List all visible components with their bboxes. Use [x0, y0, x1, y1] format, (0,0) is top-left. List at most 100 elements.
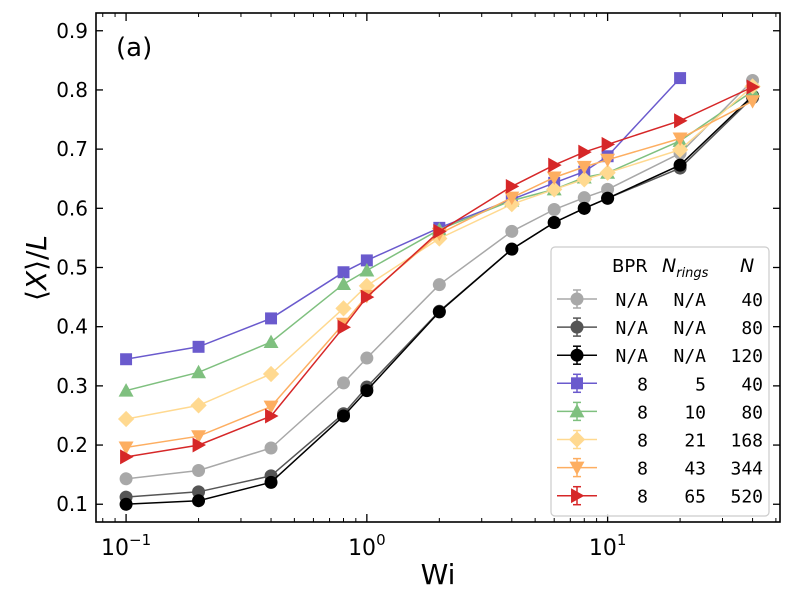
data-point: [599, 164, 616, 181]
y-axis-label-var: X: [20, 270, 53, 292]
data-point: [263, 334, 279, 349]
y-axis-label: ⟨X⟩/L: [20, 235, 53, 301]
data-point: [547, 216, 561, 230]
legend-marker: [569, 403, 585, 418]
legend-n: 120: [730, 346, 763, 367]
data-point: [577, 191, 591, 205]
series-7: [120, 79, 761, 465]
y-axis-label-open: ⟨: [20, 290, 53, 301]
data-point: [190, 397, 207, 414]
data-point: [337, 319, 351, 335]
data-point: [192, 464, 206, 478]
data-point: [359, 262, 375, 277]
series-line: [125, 86, 753, 458]
legend-nrings: 10: [684, 402, 706, 423]
data-point: [358, 277, 375, 294]
plot-area: 0.1 0.2 0.3 0.4 0.5 0.6 0.7 0.8 0.9 10−1 100 101: [56, 12, 781, 561]
y-axis-label-len: L: [20, 235, 53, 251]
legend-header-nrings-base: N: [662, 255, 676, 277]
legend-bpr: 8: [637, 487, 648, 508]
legend-bpr: N/A: [615, 318, 648, 339]
data-point: [505, 178, 520, 194]
legend-marker: [570, 348, 584, 362]
legend-nrings: N/A: [673, 318, 706, 339]
legend-n: 520: [730, 487, 763, 508]
legend-bpr: 8: [637, 374, 648, 395]
legend-entry: 8 65 520: [557, 485, 763, 508]
data-point: [578, 144, 592, 160]
legend-n: 40: [741, 290, 763, 311]
data-point: [119, 472, 133, 486]
series-2: [119, 89, 760, 511]
legend-rows: N/A N/A 40 N/A N/A 80 N/A N/A 120 8 5 40 8 10 80 8 21 168…: [557, 289, 763, 508]
data-point: [337, 376, 351, 390]
data-point: [577, 201, 591, 215]
data-point: [337, 409, 351, 423]
y-tick-label: 0.9: [56, 19, 88, 43]
series-line: [125, 85, 754, 420]
legend-header-nrings-sub: rings: [676, 266, 708, 281]
data-point: [546, 181, 563, 198]
data-point: [671, 141, 689, 158]
series-layer: [117, 72, 761, 511]
data-point: [118, 383, 134, 397]
data-point: [192, 494, 206, 508]
series-line: [125, 100, 753, 449]
data-point: [674, 113, 688, 129]
data-point: [672, 132, 688, 146]
x-axis-label: Wi: [421, 558, 456, 591]
data-point: [118, 441, 134, 455]
data-point: [264, 441, 278, 455]
legend-bpr: N/A: [615, 290, 648, 311]
y-tick-label: 0.8: [56, 78, 88, 102]
data-point: [337, 266, 350, 279]
legend-header-bpr: BPR: [612, 256, 648, 277]
legend-nrings: 65: [684, 487, 706, 508]
data-point: [433, 223, 447, 239]
data-point: [548, 157, 562, 173]
data-point: [601, 136, 616, 152]
data-point: [432, 305, 446, 319]
legend-marker: [568, 431, 586, 448]
data-point: [576, 160, 592, 175]
data-point: [746, 79, 761, 95]
legend-n: 40: [741, 374, 763, 395]
data-point: [119, 497, 133, 511]
data-point: [265, 312, 278, 325]
data-point: [505, 224, 519, 238]
legend-nrings: 43: [684, 459, 706, 480]
data-point: [264, 475, 278, 489]
data-point: [265, 408, 279, 424]
legend-entry: 8 10 80: [557, 401, 763, 423]
data-point: [263, 400, 279, 415]
data-point: [336, 276, 351, 291]
legend-entry: N/A N/A 40: [557, 289, 763, 311]
legend-marker: [571, 377, 583, 390]
data-point: [120, 449, 134, 465]
y-tick-label: 0.3: [56, 374, 88, 398]
legend-marker: [570, 320, 584, 334]
legend-entry: N/A N/A 120: [557, 345, 763, 367]
legend-marker: [571, 488, 585, 504]
data-point: [504, 191, 520, 206]
data-point: [360, 351, 374, 365]
y-tick-label: 0.7: [56, 137, 88, 161]
legend-header-n: N: [740, 255, 754, 277]
data-point: [547, 202, 561, 216]
legend-bpr: 8: [637, 431, 648, 452]
legend-n: 344: [730, 459, 763, 480]
data-point: [600, 153, 616, 168]
data-point: [192, 340, 205, 353]
data-point: [191, 364, 207, 379]
legend-n: 80: [741, 402, 763, 423]
y-tick-label: 0.2: [56, 433, 88, 457]
data-point: [191, 430, 207, 444]
x-tick-label: 100: [348, 531, 386, 561]
series-line: [126, 95, 754, 505]
legend-bpr: 8: [637, 402, 648, 423]
legend-nrings: 21: [684, 431, 706, 452]
series-line: [126, 79, 754, 480]
data-point: [120, 353, 133, 366]
y-tick-label: 0.4: [56, 315, 88, 339]
data-point: [745, 95, 761, 109]
